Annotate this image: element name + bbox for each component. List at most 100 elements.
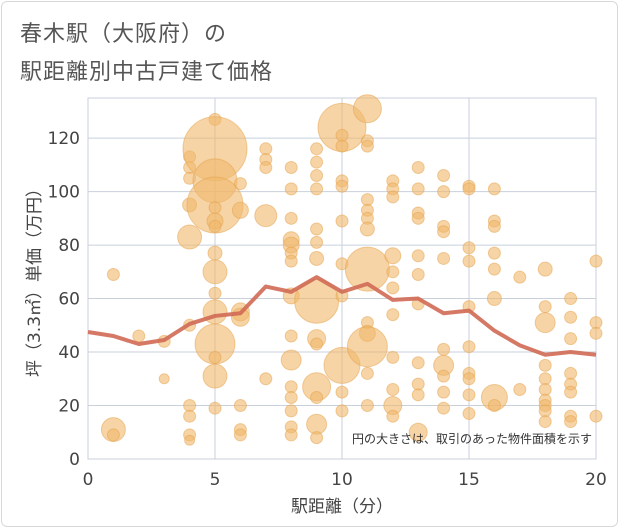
y-tick-label: 100: [48, 183, 80, 203]
bubble-point: [284, 182, 298, 196]
bubble-point: [437, 401, 451, 415]
bubble-point: [462, 407, 476, 421]
bubble-point: [411, 267, 425, 281]
bubble-point: [208, 219, 222, 233]
bubble-point: [233, 177, 247, 191]
average-line-series: [87, 275, 597, 357]
bubble-point: [386, 308, 400, 322]
bubble-point: [513, 270, 527, 284]
bubble-point: [386, 265, 400, 279]
bubble-point: [360, 139, 374, 153]
bubble-point: [486, 291, 502, 307]
bubble-point: [386, 350, 400, 364]
bubble-point: [335, 404, 349, 418]
y-tick-label: 60: [58, 290, 80, 310]
bubble-point: [231, 201, 249, 219]
bubble-point: [284, 211, 298, 225]
bubble-point: [538, 300, 552, 314]
bubble-point: [462, 241, 476, 255]
bubble-point: [437, 169, 451, 183]
bubble-point: [208, 286, 222, 300]
y-tick-label: 80: [58, 236, 80, 256]
bubble-point: [352, 94, 382, 124]
grid-lines: [87, 97, 597, 460]
bubble-point: [538, 358, 552, 372]
x-tick-label: 5: [210, 470, 221, 490]
bubble-point: [534, 312, 556, 334]
bubble-point: [589, 409, 603, 423]
bubble-point: [106, 267, 120, 281]
bubble-point: [411, 161, 425, 175]
bubble-point: [462, 372, 476, 386]
bubble-point: [487, 182, 501, 196]
bubble-point: [254, 204, 278, 228]
bubble-point: [335, 214, 349, 228]
bubble-point: [106, 428, 120, 442]
bubble-point: [310, 182, 324, 196]
bubble-series: [100, 94, 603, 446]
bubble-point: [346, 326, 388, 368]
bubble-point: [184, 434, 196, 446]
bubble-point: [386, 382, 400, 396]
bubble-point: [310, 155, 324, 169]
bubble-point: [411, 211, 425, 225]
bubble-point: [462, 340, 476, 354]
bubble-point: [437, 342, 451, 356]
bubble-point: [360, 366, 374, 380]
bubble-point: [309, 250, 325, 266]
bubble-point: [360, 399, 374, 413]
bubble-point: [411, 182, 425, 196]
average-line: [87, 275, 597, 357]
bubble-point: [310, 235, 324, 249]
y-tick-label: 0: [69, 450, 80, 470]
bubble-point: [411, 356, 425, 370]
bubble-point: [233, 399, 247, 413]
bubble-point: [437, 225, 451, 239]
plot-border: [87, 97, 597, 460]
bubble-point: [462, 182, 476, 196]
bubble-point: [208, 401, 222, 415]
bubble-point: [564, 292, 578, 306]
bubble-point: [233, 428, 247, 442]
bubble-point: [183, 409, 197, 423]
bubble-point: [411, 249, 425, 263]
bubble-point: [408, 422, 428, 442]
bubble-size-note: 円の大きさは、取引のあった物件面積を示す: [352, 431, 592, 446]
bubble-point: [202, 363, 228, 389]
bubble-point: [259, 372, 273, 386]
bubble-point: [589, 326, 603, 340]
bubble-point: [437, 185, 451, 199]
bubble-point: [437, 385, 451, 399]
bubble-point: [513, 382, 527, 396]
y-tick-label: 20: [58, 397, 80, 417]
bubble-point: [280, 349, 302, 371]
bubble-point: [202, 259, 228, 285]
bubble-point: [284, 329, 298, 343]
bubble-point: [158, 373, 170, 385]
bubble-point: [335, 139, 349, 153]
bubble-point: [437, 251, 451, 265]
x-axis-title: 駅距離（分）: [291, 497, 393, 517]
x-tick-label: 0: [83, 470, 94, 490]
bubble-point: [537, 261, 553, 277]
bubble-point: [132, 329, 146, 343]
y-tick-label: 120: [48, 129, 80, 149]
axis-ticks: 0 5 10 15 20 0 20 40 60 80 100 120: [48, 129, 607, 490]
bubble-point: [310, 431, 324, 445]
bubble-point: [284, 404, 298, 418]
bubble-point: [487, 246, 501, 260]
bubble-point: [335, 385, 349, 399]
bubble-point: [310, 337, 324, 351]
bubble-point: [487, 399, 501, 413]
chart-title-line-1: 春木駅（大阪府）の: [20, 22, 228, 47]
bubble-point: [411, 388, 425, 402]
bubble-point: [386, 409, 400, 423]
y-axis-title: 坪（3.3㎡）単価（万円）: [25, 180, 45, 377]
bubble-point: [284, 428, 298, 442]
bubble-point: [207, 245, 223, 261]
x-tick-label: 20: [585, 470, 607, 490]
bubble-point: [462, 388, 476, 402]
bubble-point: [564, 310, 578, 324]
bubble-point: [284, 254, 298, 268]
bubble-point: [564, 332, 578, 346]
